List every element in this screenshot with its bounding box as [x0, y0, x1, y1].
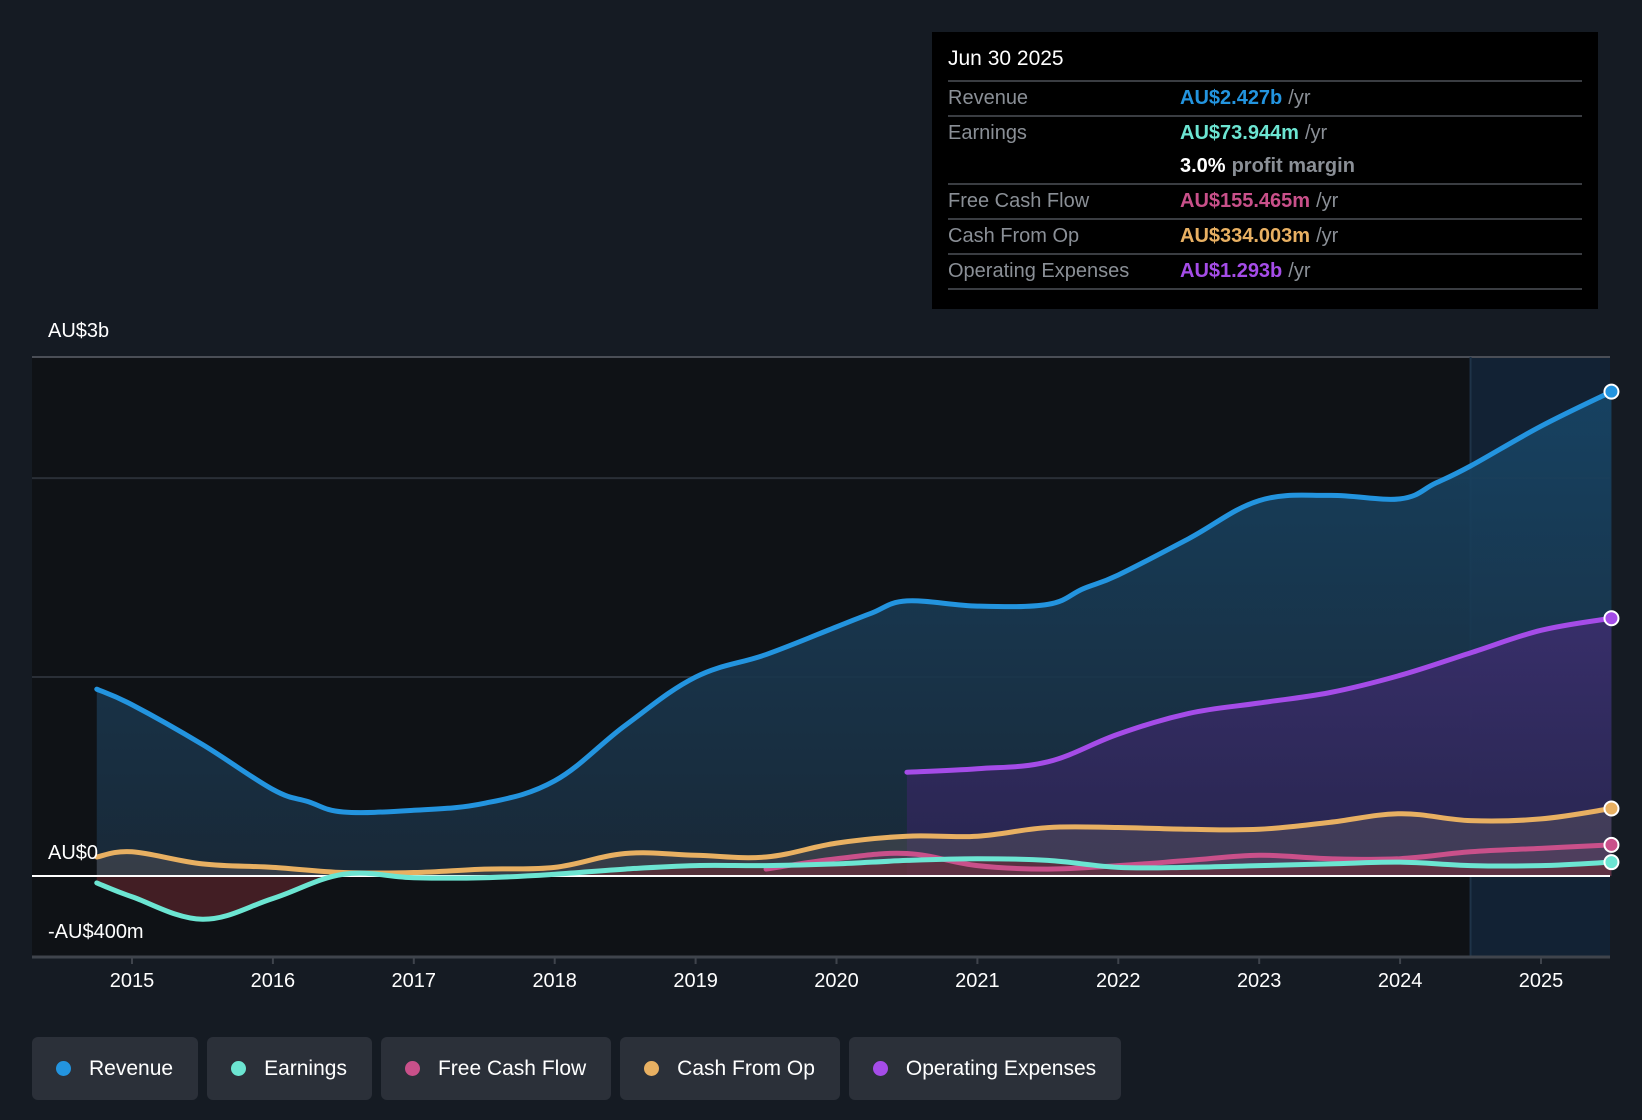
tooltip-value: AU$1.293b [1180, 260, 1283, 282]
y-tick-label-top: AU$3b [48, 320, 110, 342]
legend-item-cash-from-op[interactable]: Cash From Op [620, 1037, 840, 1100]
legend-dot-icon [872, 1061, 888, 1076]
line-revenue [94, 389, 1614, 816]
endpoint-cash-from-op [1603, 800, 1620, 817]
profit-margin-value: 3.0% [1180, 155, 1226, 177]
tooltip-label: Cash From Op [948, 225, 1080, 247]
tooltip-unit: /yr [1304, 122, 1328, 144]
tooltip-row-operating-expenses: Operating Expenses AU$1.293b /yr [948, 255, 1582, 290]
legend-label: Operating Expenses [905, 1056, 1097, 1080]
endpoint-operating-expenses [1603, 610, 1620, 627]
series-end-dots [1603, 383, 1620, 871]
legend-dot-icon [56, 1061, 71, 1076]
legend-dot-icon [231, 1061, 247, 1076]
legend-label: Earnings [264, 1056, 347, 1080]
legend-item-free-cash-flow[interactable]: Free Cash Flow [380, 1037, 612, 1100]
tooltip-date: Jun 30 2025 [948, 44, 1582, 82]
tooltip-label: Free Cash Flow [948, 190, 1090, 212]
tooltip-value: AU$2.427b [1180, 87, 1283, 109]
line-earnings [94, 856, 1614, 922]
legend-item-earnings[interactable]: Earnings [207, 1037, 372, 1100]
tooltip-unit: /yr [1316, 225, 1339, 247]
endpoint-earnings [1603, 854, 1620, 871]
tooltip-label: Operating Expenses [948, 260, 1130, 282]
legend-label: Free Cash Flow [437, 1056, 587, 1080]
tooltip-value: AU$334.003m [1180, 225, 1311, 247]
area-earnings [96, 858, 1612, 920]
x-tick-label: 2023 [1236, 970, 1282, 992]
legend-dot-icon [404, 1061, 420, 1076]
tooltip-label: Revenue [948, 87, 1029, 109]
legend-item-operating-expenses[interactable]: Operating Expenses [848, 1037, 1122, 1100]
tooltip-label [948, 150, 1180, 183]
x-tick-label: 2017 [391, 970, 437, 992]
legend-label: Revenue [89, 1056, 174, 1080]
x-tick-label: 2018 [532, 970, 577, 992]
tooltip-row-earnings: Earnings AU$73.944m /yr [948, 117, 1582, 150]
legend-item-revenue[interactable]: Revenue [32, 1037, 199, 1100]
legend: Revenue Earnings Free Cash Flow Cash Fro… [32, 1037, 1122, 1100]
area-operating-expenses [906, 618, 1612, 876]
x-tick-label: 2025 [1518, 970, 1564, 992]
x-tick-label: 2020 [814, 970, 859, 992]
profit-margin-label: profit margin [1231, 155, 1355, 177]
tooltip-row-revenue: Revenue AU$2.427b /yr [948, 82, 1582, 117]
x-tick-label: 2024 [1377, 970, 1423, 992]
tooltip-row-free-cash-flow: Free Cash Flow AU$155.465m /yr [948, 185, 1582, 220]
tooltip-value: AU$155.465m [1180, 190, 1311, 212]
tooltip-row-profit-margin: 3.0% profit margin [948, 150, 1582, 185]
y-tick-label-bottom: -AU$400m [48, 921, 144, 943]
line-free-cash-flow [763, 842, 1614, 872]
x-axis [32, 955, 1610, 964]
endpoint-revenue [1603, 383, 1620, 400]
line-operating-expenses [904, 615, 1614, 775]
legend-dot-icon [644, 1061, 660, 1076]
tooltip-unit: /yr [1288, 87, 1311, 109]
x-tick-label: 2019 [673, 970, 718, 992]
tooltip-row-cash-from-op: Cash From Op AU$334.003m /yr [948, 220, 1582, 255]
series-lines [32, 389, 1614, 922]
line-cash-from-op [94, 806, 1614, 876]
tooltip-label: Earnings [948, 122, 1027, 144]
x-tick-label: 2016 [250, 970, 296, 992]
endpoint-free-cash-flow [1603, 836, 1620, 853]
x-tick-label: 2022 [1096, 970, 1141, 992]
tooltip-panel: Jun 30 2025 Revenue AU$2.427b /yr Earnin… [932, 32, 1598, 309]
x-tick-label: 2015 [109, 970, 155, 992]
legend-label: Cash From Op [677, 1056, 815, 1080]
y-tick-label-zero: AU$0 [48, 842, 99, 864]
tooltip-value: AU$73.944m [1180, 122, 1299, 144]
x-tick-label: 2021 [955, 970, 1000, 992]
tooltip-unit: /yr [1288, 260, 1311, 282]
tooltip-unit: /yr [1316, 190, 1339, 212]
